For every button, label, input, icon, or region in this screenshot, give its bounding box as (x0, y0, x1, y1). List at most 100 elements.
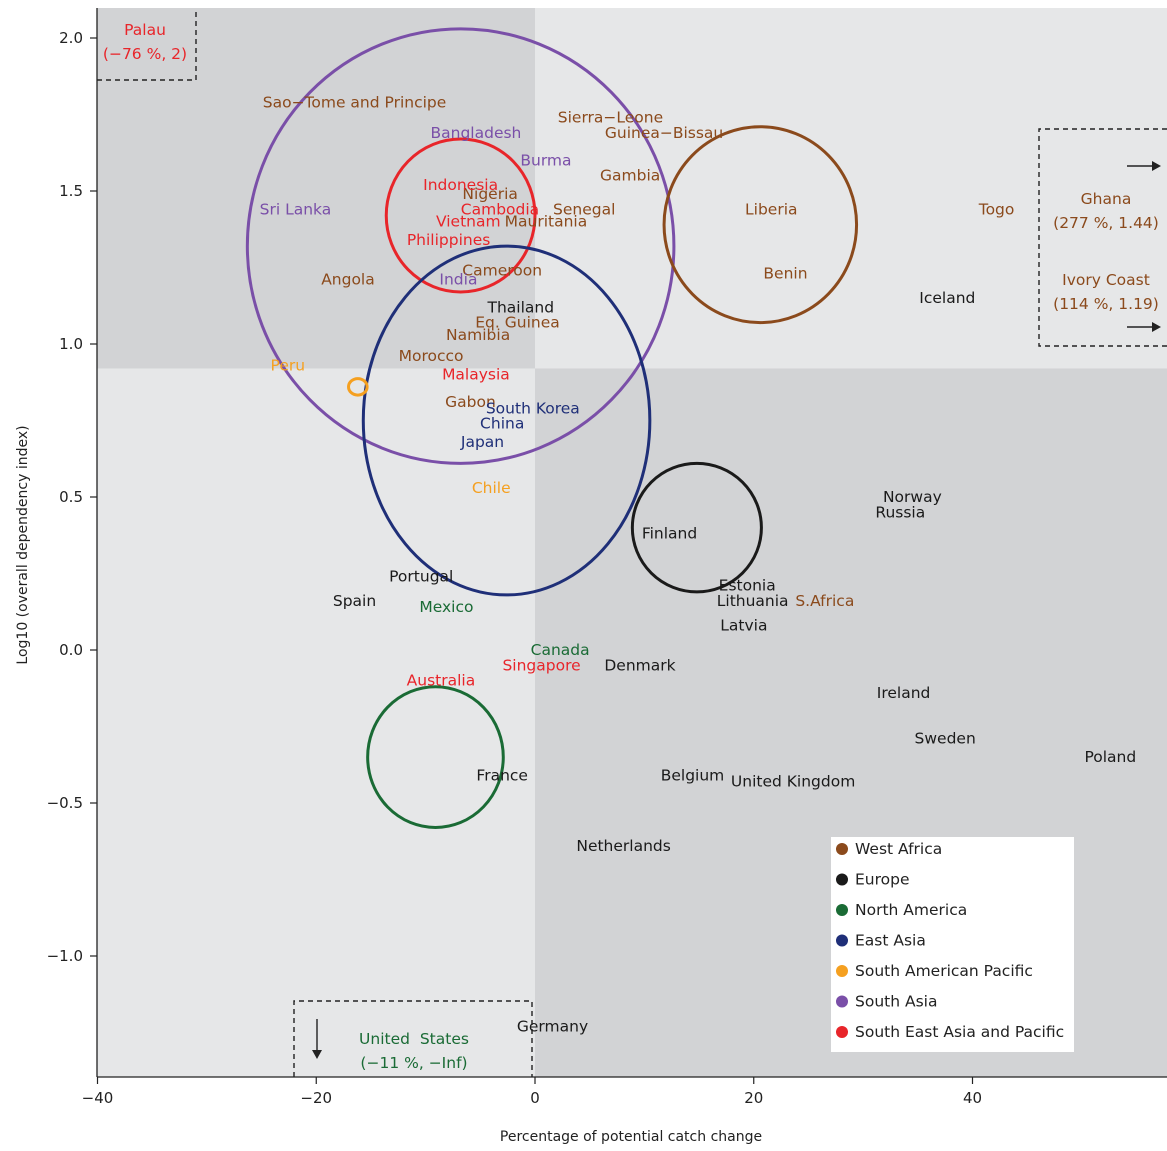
country-label-iceland: Iceland (919, 289, 975, 307)
region-circle-south-asia (245, 27, 676, 465)
legend-label: West Africa (855, 840, 942, 858)
country-label-cameroon: Cameroon (462, 262, 542, 280)
legend-swatch (836, 995, 848, 1008)
palau-name: Palau (124, 21, 166, 39)
legend-swatch (836, 873, 848, 886)
country-label-malaysia: Malaysia (442, 366, 510, 384)
x-tick-label: 40 (963, 1089, 982, 1107)
region-circle-north-america (366, 685, 505, 829)
country-label-portugal: Portugal (389, 568, 453, 586)
x-tick-label: 0 (530, 1089, 540, 1107)
country-label-norway: Norway (883, 488, 942, 506)
country-label-burma: Burma (520, 151, 571, 169)
country-label-finland: Finland (642, 525, 697, 543)
country-label-estonia: Estonia (719, 577, 776, 595)
legend-label: North America (855, 901, 967, 919)
y-tick-label: 0.0 (59, 641, 83, 659)
region-circle-west-africa (662, 125, 859, 325)
legend-swatch (836, 1026, 848, 1038)
offscale-labels: Palau (−76 %, 2) Ghana (277 %, 1.44) Ivo… (103, 21, 1159, 1072)
legend: West Africa Europe North America East Asia S… (831, 837, 1074, 1052)
country-label-australia: Australia (407, 672, 476, 690)
country-label-denmark: Denmark (604, 656, 675, 674)
country-label-poland: Poland (1084, 748, 1136, 766)
legend-swatch (836, 965, 848, 977)
country-label-latvia: Latvia (720, 617, 767, 635)
country-label-singapore: Singapore (502, 656, 580, 674)
legend-label: South East Asia and Pacific (855, 1023, 1064, 1041)
ghana-name: Ghana (1081, 190, 1132, 208)
country-label-indonesia: Indonesia (423, 176, 498, 194)
united-states-value: (−11 %, −Inf) (360, 1054, 467, 1072)
x-tick-label: 20 (744, 1089, 763, 1107)
ghana-ivory-box (1038, 128, 1167, 347)
country-label-bangladesh: Bangladesh (431, 124, 522, 142)
country-label-sri-lanka: Sri Lanka (260, 200, 332, 218)
x-tick-label: −20 (300, 1089, 332, 1107)
y-tick-label: 2.0 (59, 29, 83, 47)
offscale-annotations (97, 8, 1167, 1077)
y-tick-label: −0.5 (47, 794, 83, 812)
country-label-mexico: Mexico (419, 598, 473, 616)
country-label-germany: Germany (517, 1017, 588, 1035)
y-tick-label: 1.0 (59, 335, 83, 353)
country-label-sao-tome-and-principe: Sao−Tome and Principe (263, 93, 447, 111)
country-label-netherlands: Netherlands (576, 837, 670, 855)
palau-value: (−76 %, 2) (103, 45, 187, 63)
arrow-down-icon (312, 1019, 322, 1059)
ivory-coast-value: (114 %, 1.19) (1053, 295, 1159, 313)
country-label-south-korea: South Korea (486, 399, 580, 417)
united-states-box (293, 1000, 533, 1077)
country-label-mauritania: Mauritania (505, 213, 588, 231)
legend-label: Europe (855, 871, 910, 889)
country-label-sweden: Sweden (915, 730, 976, 748)
country-label-canada: Canada (531, 641, 590, 659)
legend-swatch (836, 934, 848, 947)
united-states-name: United States (359, 1030, 469, 1048)
y-tick-label: 1.5 (59, 182, 83, 200)
country-label-japan: Japan (460, 433, 504, 451)
offscale-arrows (312, 161, 1161, 1059)
y-tick-label: 0.5 (59, 488, 83, 506)
country-label-china: China (480, 415, 524, 433)
country-labels: Sao−Tome and Principe Sierra−LeoneGuinea−… (260, 93, 1137, 1035)
country-label-benin: Benin (763, 265, 807, 283)
country-label-ireland: Ireland (877, 684, 931, 702)
country-label-sierra-leone: Sierra−Leone (558, 109, 663, 127)
country-label-guinea-bissau: Guinea−Bissau (605, 124, 723, 142)
arrow-right-icon (1127, 322, 1161, 332)
region-circle-east-asia (361, 244, 652, 597)
region-circle-europe (630, 461, 763, 594)
country-label-gabon: Gabon (445, 393, 496, 411)
country-label-france: France (476, 766, 528, 784)
country-label-chile: Chile (472, 479, 511, 497)
x-axis-label: Percentage of potential catch change (500, 1129, 762, 1145)
country-label-thailand: Thailand (486, 298, 554, 316)
legend-label: South Asia (855, 993, 937, 1011)
legend-swatch (836, 904, 848, 916)
country-label-lithuania: Lithuania (717, 592, 789, 610)
country-label-liberia: Liberia (745, 200, 798, 218)
country-label-namibia: Namibia (446, 326, 510, 344)
ivory-coast-name: Ivory Coast (1062, 271, 1150, 289)
y-tick-label: −1.0 (47, 947, 83, 965)
x-tick-label: −40 (82, 1089, 114, 1107)
country-label-united-kingdom: United Kingdom (731, 773, 855, 791)
legend-label: South American Pacific (855, 962, 1033, 980)
legend-box (831, 837, 1074, 1052)
y-axis-label: Log10 (overall dependency index) (15, 425, 31, 664)
quadrant-bottom-left (97, 368, 535, 1078)
region-circles (245, 27, 859, 829)
country-label-gambia: Gambia (600, 167, 660, 185)
region-circle-south-american-pacific (347, 377, 369, 397)
country-label-cambodia: Cambodia (461, 200, 539, 218)
country-label-peru: Peru (271, 356, 306, 374)
country-label-belgium: Belgium (661, 766, 725, 784)
ghana-value: (277 %, 1.44) (1053, 214, 1159, 232)
country-label-philippines: Philippines (407, 231, 491, 249)
country-label-togo: Togo (978, 200, 1015, 218)
country-label-s-africa: S.Africa (795, 592, 854, 610)
country-label-angola: Angola (321, 271, 375, 289)
legend-label: East Asia (855, 932, 926, 950)
